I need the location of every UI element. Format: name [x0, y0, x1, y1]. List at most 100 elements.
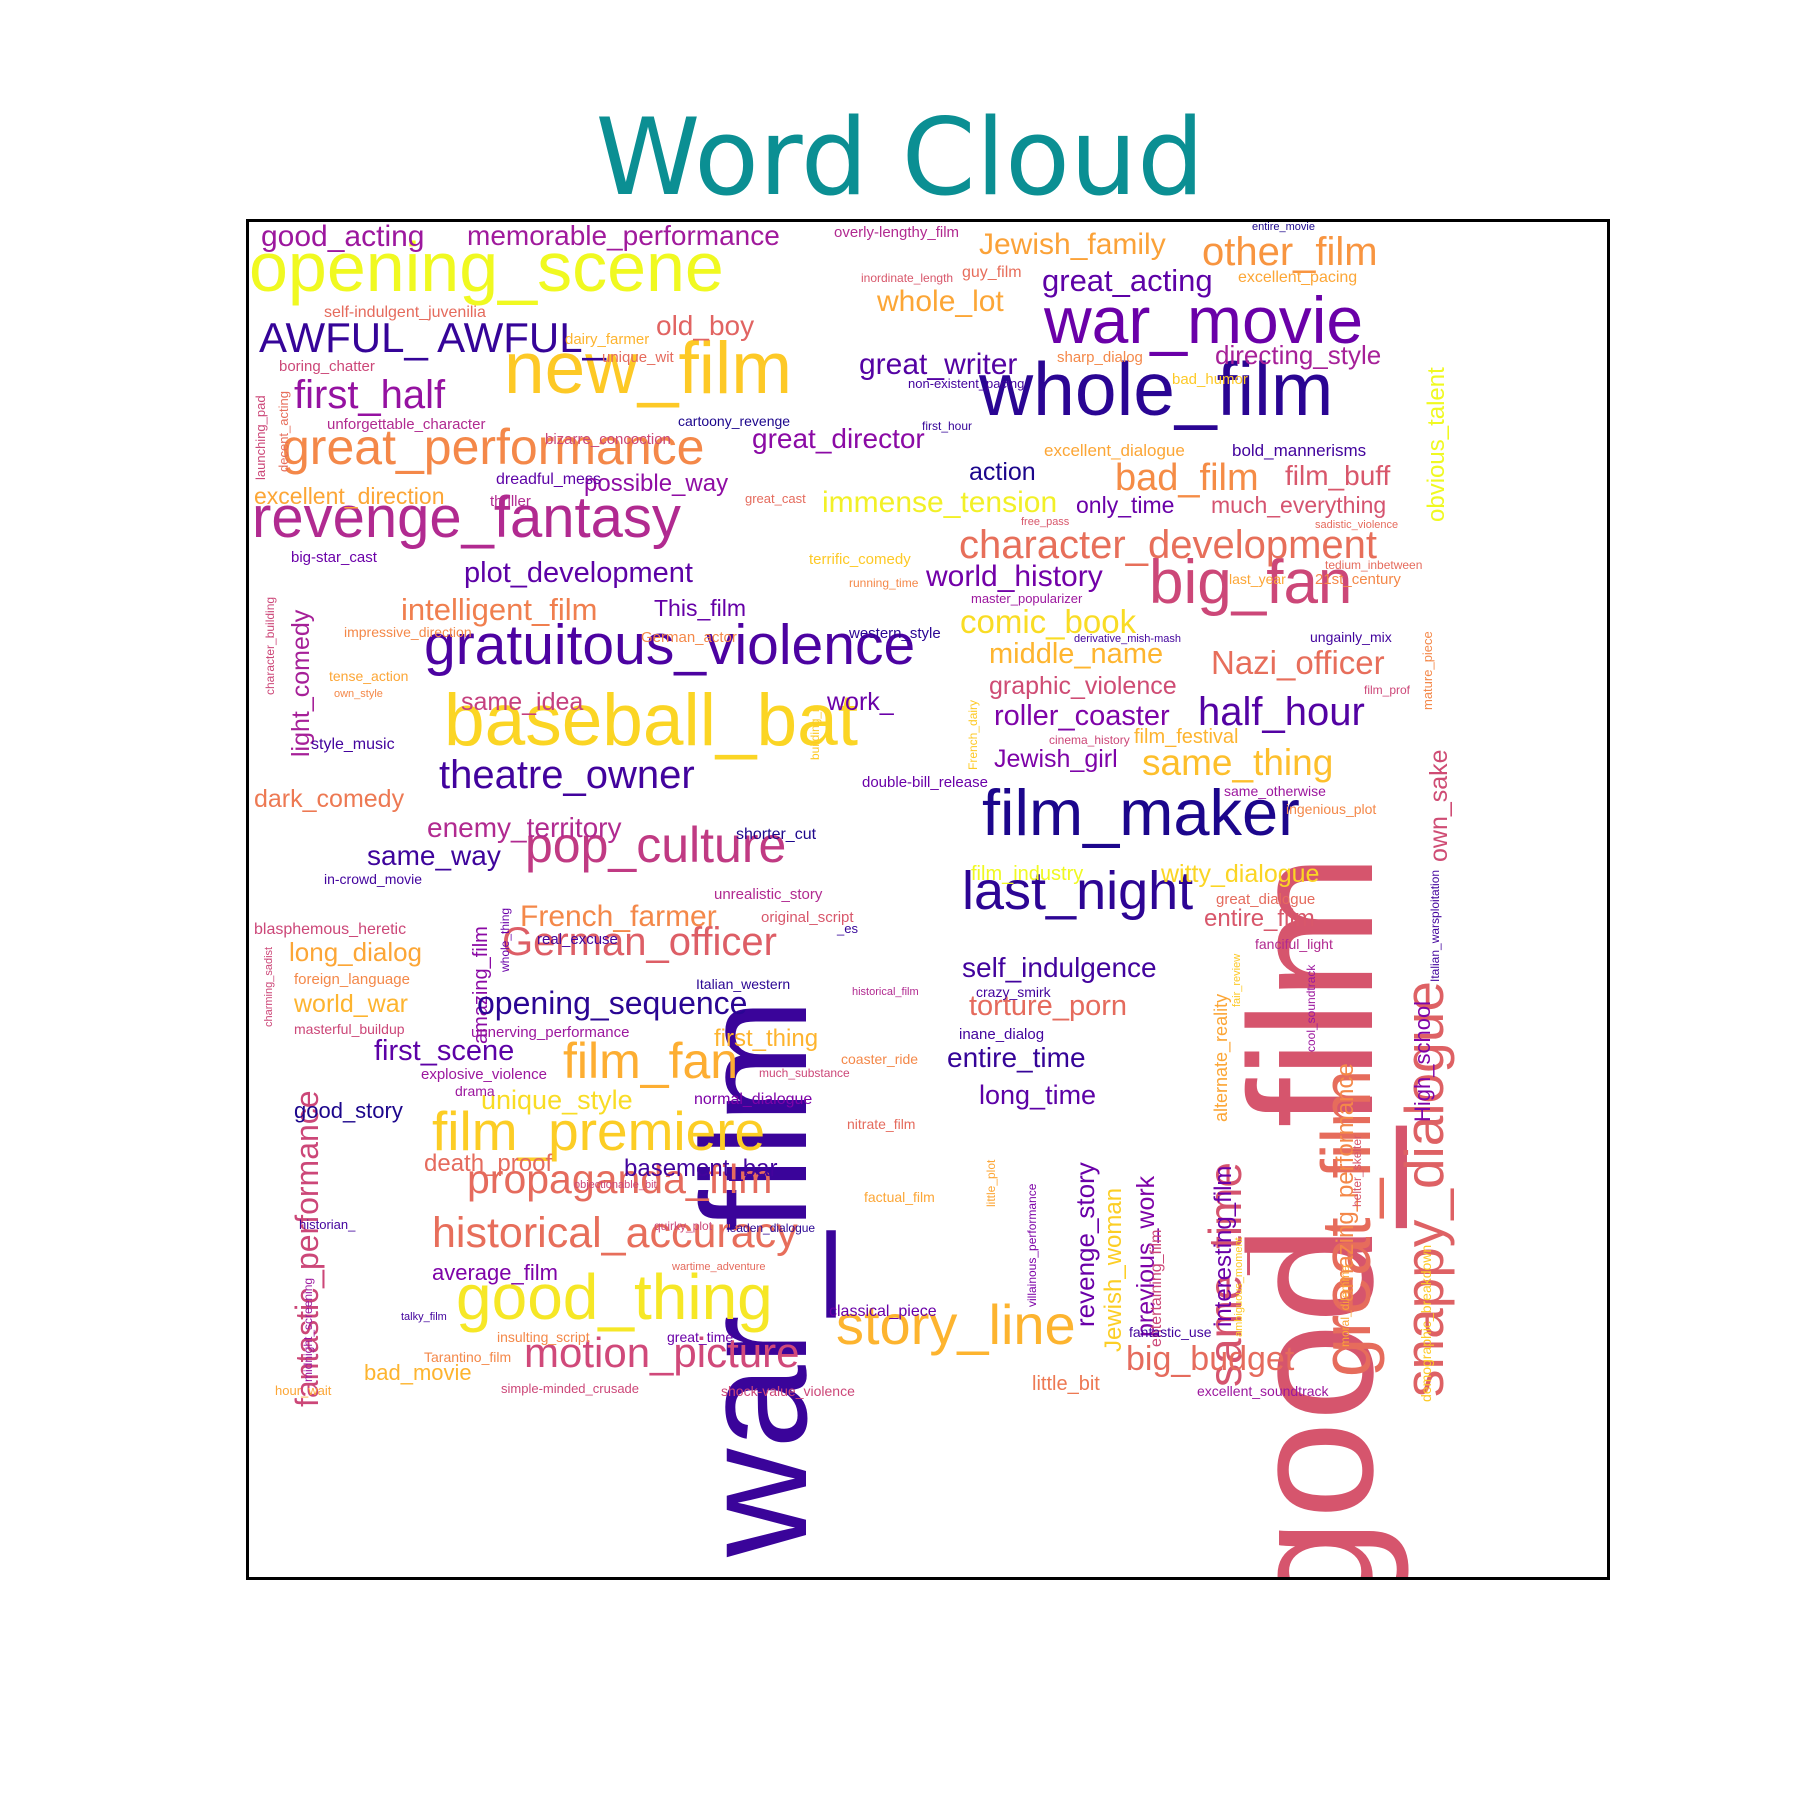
- cloud-word: little_plot: [984, 1159, 998, 1207]
- cloud-word: boring_chatter: [279, 358, 375, 375]
- cloud-word: drama: [455, 1083, 495, 1099]
- cloud-word: own_sake: [1425, 749, 1453, 862]
- cloud-word: own_style: [334, 688, 383, 700]
- cloud-word: non-existent_pacing: [908, 376, 1025, 391]
- cloud-word: character_building: [263, 596, 277, 695]
- cloud-word: fair_review: [1231, 953, 1243, 1007]
- cloud-word: good_acting: [261, 220, 425, 253]
- cloud-word: master_popularizer: [971, 591, 1083, 606]
- cloud-word: light_comedy: [287, 609, 315, 757]
- cloud-word: new_film: [504, 328, 793, 409]
- cloud-word: opening_scene: [249, 228, 724, 306]
- cloud-word: decent_acting: [276, 391, 291, 472]
- cloud-word: great_dialogue: [1216, 891, 1316, 908]
- cloud-word: fanciful_light: [1255, 936, 1333, 952]
- cloud-word: masterful_buildup: [294, 1021, 405, 1037]
- cloud-word: objectionable_bit: [574, 1179, 657, 1191]
- cloud-word: little_bit: [1032, 1373, 1100, 1395]
- cloud-word: film_prof: [1364, 683, 1411, 697]
- cloud-word: half_hour: [1198, 690, 1365, 734]
- cloud-word: excellent_dialogue: [1044, 441, 1185, 460]
- cloud-word: intelligent_film: [401, 592, 598, 627]
- cloud-word: bold_mannerisms: [1232, 441, 1367, 460]
- cloud-word: historian_: [299, 1217, 356, 1232]
- cloud-word: mature_piece: [1420, 631, 1435, 710]
- cloud-word: talky_film: [401, 1311, 447, 1323]
- cloud-word: real_excuse: [537, 931, 618, 948]
- cloud-word: villainous_performance: [1025, 1183, 1039, 1307]
- cloud-word: Jewish_girl: [994, 745, 1118, 773]
- cloud-word: great_performance: [282, 419, 705, 475]
- cloud-word: other_film: [1202, 230, 1378, 274]
- cloud-word: thriller: [490, 493, 531, 510]
- cloud-word: whole_lot: [877, 285, 1004, 318]
- cloud-word: last_night: [962, 861, 1194, 921]
- cloud-word: obvious_talent: [1423, 367, 1450, 522]
- cloud-word: factual_film: [864, 1189, 935, 1205]
- cloud-word: cartoony_revenge: [678, 413, 791, 429]
- cloud-word: plot_development: [464, 557, 693, 589]
- cloud-word: great_writer: [859, 348, 1018, 381]
- cloud-word: in-crowd_movie: [324, 871, 423, 887]
- cloud-word: story_line: [836, 1293, 1076, 1356]
- cloud-word: building_i: [808, 709, 822, 760]
- cloud-word: terrific_comedy: [809, 551, 911, 568]
- cloud-word: German_officer: [502, 920, 777, 964]
- word-cloud: good_film war_film opening_scene new_film wh…: [246, 219, 1610, 1580]
- cloud-word: pop_culture: [525, 817, 787, 873]
- cloud-word: ambiguous_moment: [1233, 1237, 1245, 1337]
- cloud-word: film_premiere: [432, 1100, 766, 1162]
- cloud-word: old_boy: [656, 310, 755, 341]
- cloud-word: roller_coaster: [994, 700, 1170, 732]
- cloud-word: tedium_inbetween: [1325, 558, 1423, 572]
- cloud-word: first_hour: [922, 419, 973, 433]
- cloud-word: self_indulgence: [962, 952, 1157, 983]
- cloud-word: coaster_ride: [841, 1051, 919, 1067]
- cloud-word: foreign_language: [294, 971, 410, 988]
- cloud-word: tense_action: [329, 668, 409, 684]
- cloud-word: memorable_performance: [467, 220, 780, 251]
- cloud-word: bad_movie: [364, 1360, 472, 1385]
- cloud-word: dreadful_mess: [496, 471, 601, 488]
- cloud-word: simple-minded_crusade: [501, 1381, 640, 1396]
- cloud-word: enemy_territory: [427, 812, 622, 843]
- cloud-word: western_style: [849, 625, 941, 642]
- cloud-word: average_film: [432, 1260, 558, 1285]
- cloud-word: theatre_owner: [439, 753, 695, 797]
- cloud-word: graphic_violence: [989, 672, 1177, 700]
- cloud-word: ungainly_mix: [1310, 629, 1392, 645]
- cloud-word: first_half: [294, 373, 446, 417]
- cloud-word: cool_soundtrack: [1304, 964, 1318, 1052]
- cloud-word: charming_sadist: [263, 946, 275, 1027]
- cloud-word: _es: [837, 921, 858, 936]
- cloud-word: AWFUL_ AWFUL_: [259, 314, 606, 361]
- cloud-word: original_script: [761, 909, 854, 926]
- cloud-word: excellent_direction: [254, 483, 445, 509]
- cloud-word: nitrate_film: [847, 1116, 916, 1132]
- cloud-word: excellent_soundtrack: [1197, 1383, 1329, 1399]
- cloud-word: revenge_fantasy: [252, 485, 681, 550]
- cloud-word: work_: [827, 688, 894, 716]
- cloud-word: French_dairy: [966, 699, 980, 770]
- cloud-word: last_year: [1229, 571, 1286, 587]
- cloud-word: guy_film: [962, 264, 1022, 281]
- cloud-word: first_scene: [374, 1035, 515, 1067]
- cloud-word: possible_way: [584, 470, 729, 497]
- cloud-word: blasphemous_heretic: [254, 921, 407, 938]
- cloud-word: first_thing: [714, 1025, 819, 1052]
- cloud-word: film_festival: [1134, 726, 1239, 748]
- cloud-word: same_otherwise: [1224, 783, 1326, 799]
- cloud-word: world_history: [926, 560, 1103, 593]
- cloud-word: excellent_pacing: [1238, 269, 1358, 286]
- cloud-word: This_film: [654, 595, 747, 621]
- cloud-word: bad_humor: [1172, 371, 1248, 388]
- cloud-word: ingenious_plot: [1286, 801, 1377, 817]
- cloud-word: alternate_reality: [1211, 993, 1231, 1122]
- cloud-word: unforgettable_character: [327, 416, 486, 433]
- cloud-word: propaganda_film: [467, 1156, 773, 1202]
- cloud-word: 21st_century: [1315, 571, 1401, 588]
- cloud-word: shorter_cut: [736, 826, 817, 843]
- cloud-word: Italian_warsploitation: [1428, 869, 1442, 982]
- cloud-word: opening_sequence: [477, 985, 748, 1021]
- cloud-word: dark_comedy: [254, 785, 405, 813]
